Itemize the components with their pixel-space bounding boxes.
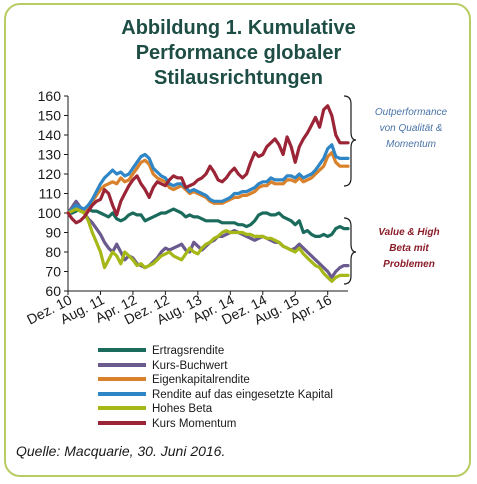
legend-label: Kurs-Buchwert: [152, 359, 228, 372]
legend-swatch: [98, 391, 146, 396]
annotation-top-line-1: Outperformance: [375, 107, 448, 118]
title-line-2: Performance globaler: [135, 42, 342, 64]
chart-axes: [64, 95, 348, 295]
y-tick-label: 80: [45, 244, 61, 260]
title-line-3: Stilausrichtungen: [154, 67, 323, 89]
series-line-3: [66, 143, 350, 215]
legend-item: Hohes Beta: [98, 402, 333, 417]
legend-swatch: [98, 362, 146, 367]
y-tick-label: 90: [45, 225, 61, 241]
legend-label: Eigenkapitalrendite: [152, 374, 250, 387]
y-tick-label: 120: [38, 166, 62, 182]
annotation-bottom-line-3: Problemen: [383, 259, 435, 270]
y-tick-label: 100: [38, 205, 62, 221]
chart-legend: Ertragsrendite Kurs-Buchwert Eigenkapitalr…: [98, 344, 333, 432]
legend-label: Kurs Momentum: [152, 417, 237, 430]
legend-label: Ertragsrendite: [152, 345, 225, 357]
bracket-top: [343, 95, 357, 187]
series-line-4: [66, 207, 350, 283]
legend-item: Ertragsrendite: [98, 344, 333, 359]
legend-item: Kurs Momentum: [98, 417, 333, 432]
chart-title: Abbildung 1. Kumulative Performance glob…: [0, 16, 477, 91]
legend-swatch: [98, 377, 146, 382]
y-tick-label: 140: [38, 127, 62, 143]
series-line-0: [66, 207, 350, 238]
legend-swatch: [98, 406, 146, 411]
y-tick-label: 130: [38, 147, 62, 163]
title-line-1: Abbildung 1. Kumulative: [121, 17, 356, 39]
series-line-1: [66, 199, 350, 279]
series-line-5: [66, 104, 350, 225]
annotation-bottom-line-2: Beta mit: [389, 243, 429, 254]
legend-swatch: [98, 420, 146, 425]
y-tick-label: 60: [45, 283, 61, 299]
bracket-bottom: [343, 217, 357, 285]
y-tick-label: 150: [38, 108, 62, 124]
y-tick-label: 160: [38, 88, 62, 104]
annotation-bottom-line-1: Value & High: [378, 227, 439, 238]
legend-swatch: [98, 347, 146, 352]
chart-card: [4, 3, 471, 477]
legend-label: Rendite auf das eingesetzte Kapital: [152, 388, 333, 401]
legend-item: Kurs-Buchwert: [98, 359, 333, 374]
chart-series-lines: [66, 104, 350, 283]
legend-item: Rendite auf das eingesetzte Kapital: [98, 388, 333, 403]
annotation-top-line-2: von Qualität &: [380, 123, 443, 134]
y-tick-label: 70: [45, 264, 61, 280]
legend-label: Hohes Beta: [152, 403, 213, 416]
legend-item: Eigenkapitalrendite: [98, 373, 333, 388]
annotation-brackets: [343, 95, 357, 285]
series-line-2: [66, 151, 350, 215]
source-note: Quelle: Macquarie, 30. Juni 2016.: [16, 443, 226, 459]
y-axis-labels: 60 70 80 90 100 110 120 130 140 150 160: [38, 88, 62, 299]
y-tick-label: 110: [39, 186, 62, 202]
annotation-top-line-3: Momentum: [386, 139, 436, 150]
